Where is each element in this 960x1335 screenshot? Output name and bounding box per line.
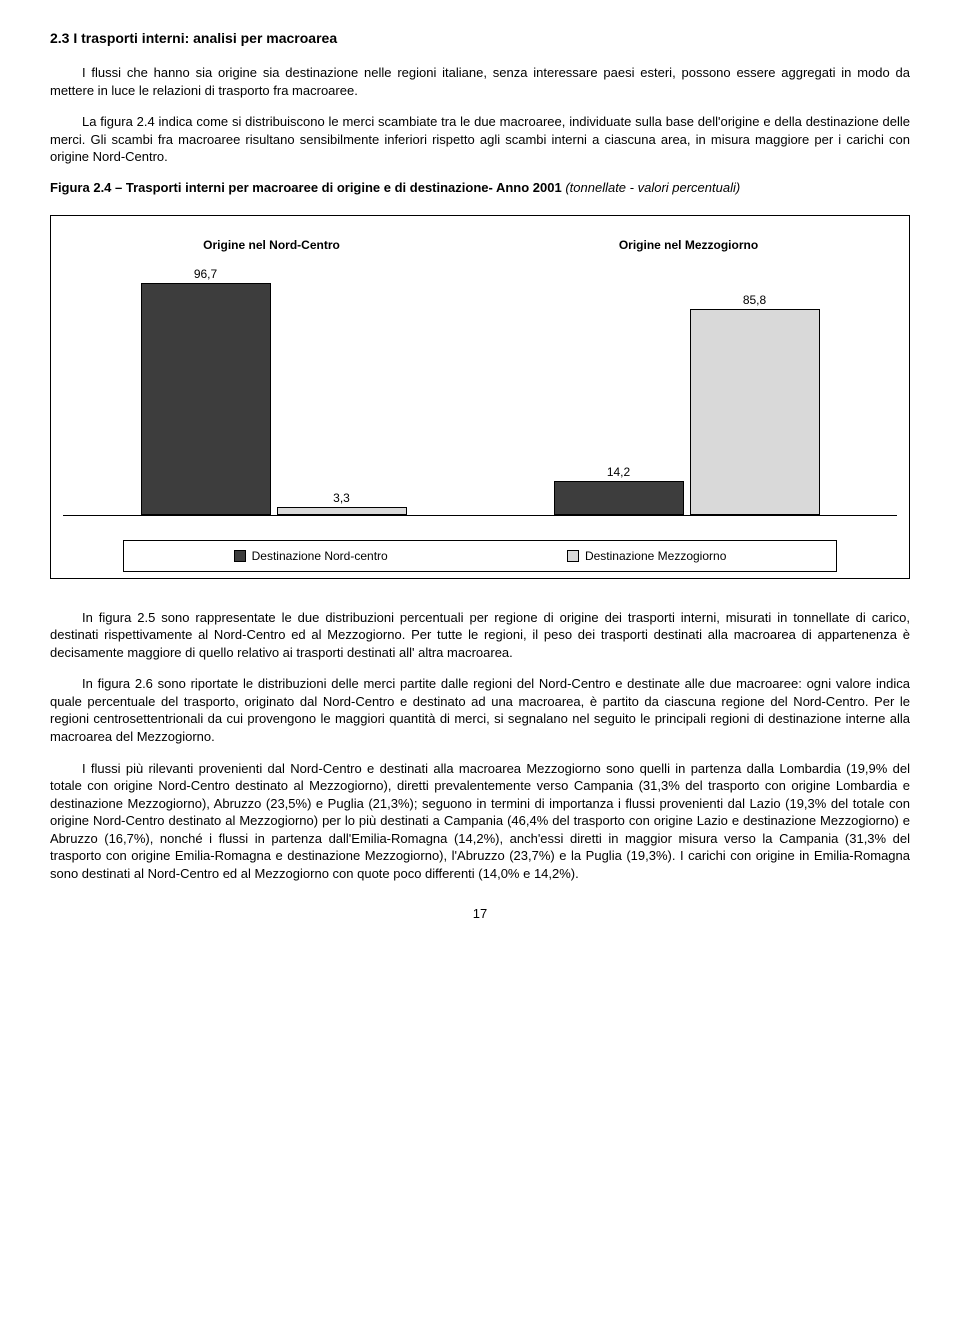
chart-left-group: 96,7 3,3 (67, 256, 480, 515)
bar-wrap-right-2: 85,8 (690, 293, 820, 515)
bar-label: 3,3 (333, 491, 350, 505)
paragraph-3: In figura 2.5 sono rappresentate le due … (50, 609, 910, 662)
paragraph-5: I flussi più rilevanti provenienti dal N… (50, 760, 910, 883)
chart-titles-row: Origine nel Nord-Centro Origine nel Mezz… (63, 238, 897, 252)
chart-container: Origine nel Nord-Centro Origine nel Mezz… (50, 215, 910, 579)
paragraph-4: In figura 2.6 sono riportate le distribu… (50, 675, 910, 745)
figure-caption-italic: (tonnellate - valori percentuali) (565, 180, 740, 195)
legend-item-2: Destinazione Mezzogiorno (567, 549, 726, 563)
chart-plot-area: 96,7 3,3 14,2 85,8 (63, 256, 897, 516)
bar-wrap-right-1: 14,2 (554, 465, 684, 515)
section-heading: 2.3 I trasporti interni: analisi per mac… (50, 30, 910, 46)
bar-dark (554, 481, 684, 515)
legend-swatch-dark-icon (234, 550, 246, 562)
bar-label: 14,2 (607, 465, 630, 479)
legend-item-1: Destinazione Nord-centro (234, 549, 388, 563)
bar-label: 85,8 (743, 293, 766, 307)
bar-label: 96,7 (194, 267, 217, 281)
legend-swatch-light-icon (567, 550, 579, 562)
paragraph-1: I flussi che hanno sia origine sia desti… (50, 64, 910, 99)
chart-legend: Destinazione Nord-centro Destinazione Me… (123, 540, 837, 572)
bar-light (277, 507, 407, 515)
legend-label: Destinazione Nord-centro (252, 549, 388, 563)
figure-caption-bold: Figura 2.4 – Trasporti interni per macro… (50, 180, 565, 195)
page-number: 17 (50, 906, 910, 921)
legend-label: Destinazione Mezzogiorno (585, 549, 726, 563)
bar-light (690, 309, 820, 515)
bar-wrap-left-1: 96,7 (141, 267, 271, 515)
bar-dark (141, 283, 271, 515)
chart-title-left: Origine nel Nord-Centro (63, 238, 480, 252)
chart-right-group: 14,2 85,8 (480, 256, 893, 515)
paragraph-2: La figura 2.4 indica come si distribuisc… (50, 113, 910, 166)
bar-wrap-left-2: 3,3 (277, 491, 407, 515)
chart-title-right: Origine nel Mezzogiorno (480, 238, 897, 252)
figure-caption: Figura 2.4 – Trasporti interni per macro… (50, 180, 910, 195)
